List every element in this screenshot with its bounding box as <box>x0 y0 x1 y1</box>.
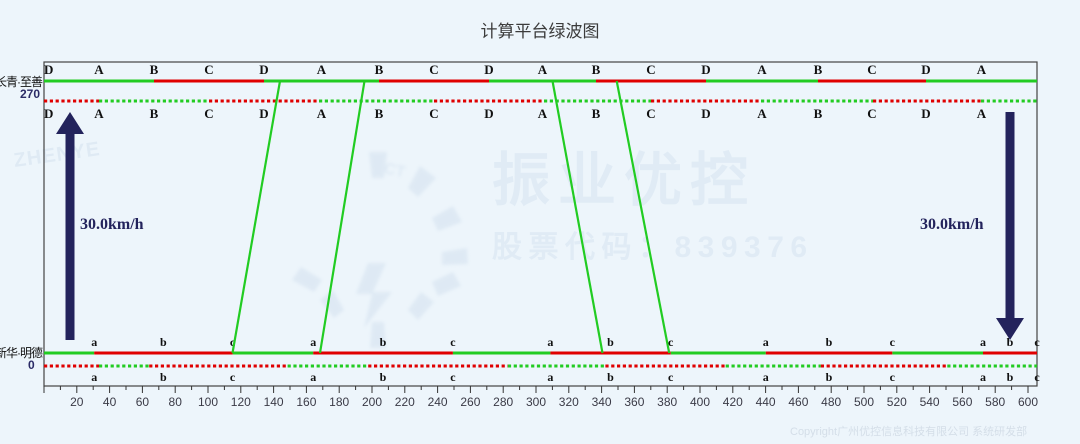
svg-text:b: b <box>380 335 387 349</box>
svg-text:D: D <box>701 106 710 121</box>
svg-text:C: C <box>646 62 655 77</box>
svg-text:C: C <box>204 62 213 77</box>
svg-text:D: D <box>259 106 268 121</box>
svg-text:D: D <box>44 106 53 121</box>
svg-text:B: B <box>375 62 384 77</box>
svg-text:b: b <box>607 370 614 384</box>
svg-text:320: 320 <box>559 395 579 409</box>
svg-text:C: C <box>429 106 438 121</box>
svg-text:480: 480 <box>821 395 841 409</box>
svg-text:A: A <box>317 62 327 77</box>
svg-text:c: c <box>450 370 456 384</box>
svg-text:b: b <box>826 370 833 384</box>
svg-text:460: 460 <box>788 395 808 409</box>
svg-text:B: B <box>592 62 601 77</box>
svg-text:A: A <box>94 62 104 77</box>
svg-text:80: 80 <box>169 395 183 409</box>
svg-text:A: A <box>757 62 767 77</box>
svg-text:100: 100 <box>198 395 218 409</box>
svg-text:c: c <box>890 335 896 349</box>
svg-text:C: C <box>204 106 213 121</box>
svg-text:B: B <box>375 106 384 121</box>
svg-text:B: B <box>592 106 601 121</box>
svg-text:a: a <box>763 335 769 349</box>
svg-text:a: a <box>763 370 769 384</box>
svg-text:20: 20 <box>70 395 84 409</box>
svg-text:200: 200 <box>362 395 382 409</box>
svg-text:a: a <box>310 370 316 384</box>
svg-text:D: D <box>701 62 710 77</box>
svg-text:D: D <box>484 62 493 77</box>
svg-text:160: 160 <box>296 395 316 409</box>
svg-text:a: a <box>980 370 986 384</box>
svg-text:A: A <box>977 62 987 77</box>
svg-text:C: C <box>867 62 876 77</box>
svg-text:c: c <box>1034 370 1040 384</box>
svg-text:b: b <box>160 370 167 384</box>
svg-text:560: 560 <box>952 395 972 409</box>
svg-text:340: 340 <box>592 395 612 409</box>
svg-text:B: B <box>150 62 159 77</box>
svg-text:a: a <box>547 370 553 384</box>
svg-text:b: b <box>826 335 833 349</box>
svg-text:400: 400 <box>690 395 710 409</box>
svg-text:c: c <box>668 370 674 384</box>
svg-text:220: 220 <box>395 395 415 409</box>
svg-text:420: 420 <box>723 395 743 409</box>
svg-text:40: 40 <box>103 395 117 409</box>
svg-text:D: D <box>44 62 53 77</box>
svg-text:260: 260 <box>460 395 480 409</box>
svg-text:360: 360 <box>624 395 644 409</box>
svg-text:520: 520 <box>887 395 907 409</box>
svg-text:280: 280 <box>493 395 513 409</box>
svg-text:a: a <box>980 335 986 349</box>
svg-text:c: c <box>450 335 456 349</box>
svg-text:c: c <box>890 370 896 384</box>
svg-text:D: D <box>259 62 268 77</box>
svg-text:B: B <box>814 106 823 121</box>
svg-text:240: 240 <box>428 395 448 409</box>
svg-text:A: A <box>977 106 987 121</box>
svg-text:b: b <box>160 335 167 349</box>
svg-text:B: B <box>150 106 159 121</box>
svg-text:A: A <box>538 106 548 121</box>
svg-text:D: D <box>484 106 493 121</box>
svg-text:D: D <box>921 106 930 121</box>
svg-text:140: 140 <box>264 395 284 409</box>
svg-text:C: C <box>867 106 876 121</box>
svg-text:A: A <box>317 106 327 121</box>
svg-text:D: D <box>921 62 930 77</box>
svg-text:600: 600 <box>1018 395 1038 409</box>
svg-text:60: 60 <box>136 395 150 409</box>
svg-text:A: A <box>538 62 548 77</box>
svg-text:120: 120 <box>231 395 251 409</box>
svg-text:a: a <box>310 335 316 349</box>
svg-text:C: C <box>429 62 438 77</box>
svg-text:a: a <box>547 335 553 349</box>
svg-text:C: C <box>646 106 655 121</box>
svg-text:b: b <box>1007 370 1014 384</box>
svg-text:180: 180 <box>329 395 349 409</box>
svg-text:380: 380 <box>657 395 677 409</box>
svg-text:A: A <box>757 106 767 121</box>
svg-text:580: 580 <box>985 395 1005 409</box>
svg-text:c: c <box>230 370 236 384</box>
svg-text:440: 440 <box>756 395 776 409</box>
svg-text:300: 300 <box>526 395 546 409</box>
svg-text:a: a <box>91 370 97 384</box>
svg-text:b: b <box>380 370 387 384</box>
svg-text:c: c <box>1034 335 1040 349</box>
svg-text:a: a <box>91 335 97 349</box>
svg-text:540: 540 <box>920 395 940 409</box>
svg-text:B: B <box>814 62 823 77</box>
svg-text:500: 500 <box>854 395 874 409</box>
svg-text:b: b <box>607 335 614 349</box>
svg-text:A: A <box>94 106 104 121</box>
